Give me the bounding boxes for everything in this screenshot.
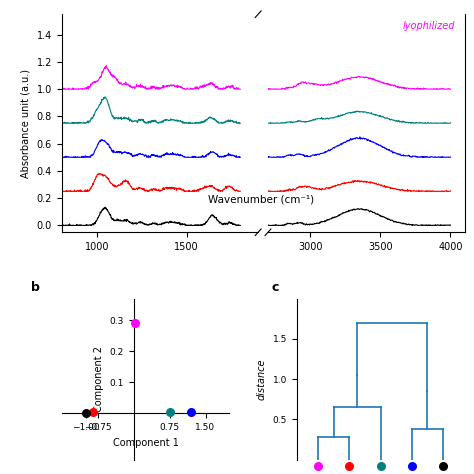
- Point: [187, 408, 195, 416]
- Point: [408, 463, 416, 470]
- Point: [439, 463, 447, 470]
- Point: [89, 408, 97, 416]
- Point: [166, 408, 173, 416]
- Point: [131, 319, 138, 327]
- Point: [315, 463, 322, 470]
- Text: Wavenumber (cm⁻¹): Wavenumber (cm⁻¹): [208, 194, 314, 204]
- Text: lyophilized: lyophilized: [402, 21, 455, 31]
- Text: c: c: [272, 281, 279, 293]
- Y-axis label: Absorbance unit (a.u.): Absorbance unit (a.u.): [21, 69, 31, 178]
- Point: [82, 410, 90, 417]
- Point: [346, 463, 353, 470]
- Y-axis label: Component 2: Component 2: [94, 346, 104, 412]
- Y-axis label: distance: distance: [257, 358, 267, 400]
- X-axis label: Component 1: Component 1: [113, 438, 179, 447]
- Text: b: b: [31, 281, 40, 293]
- Point: [377, 463, 384, 470]
